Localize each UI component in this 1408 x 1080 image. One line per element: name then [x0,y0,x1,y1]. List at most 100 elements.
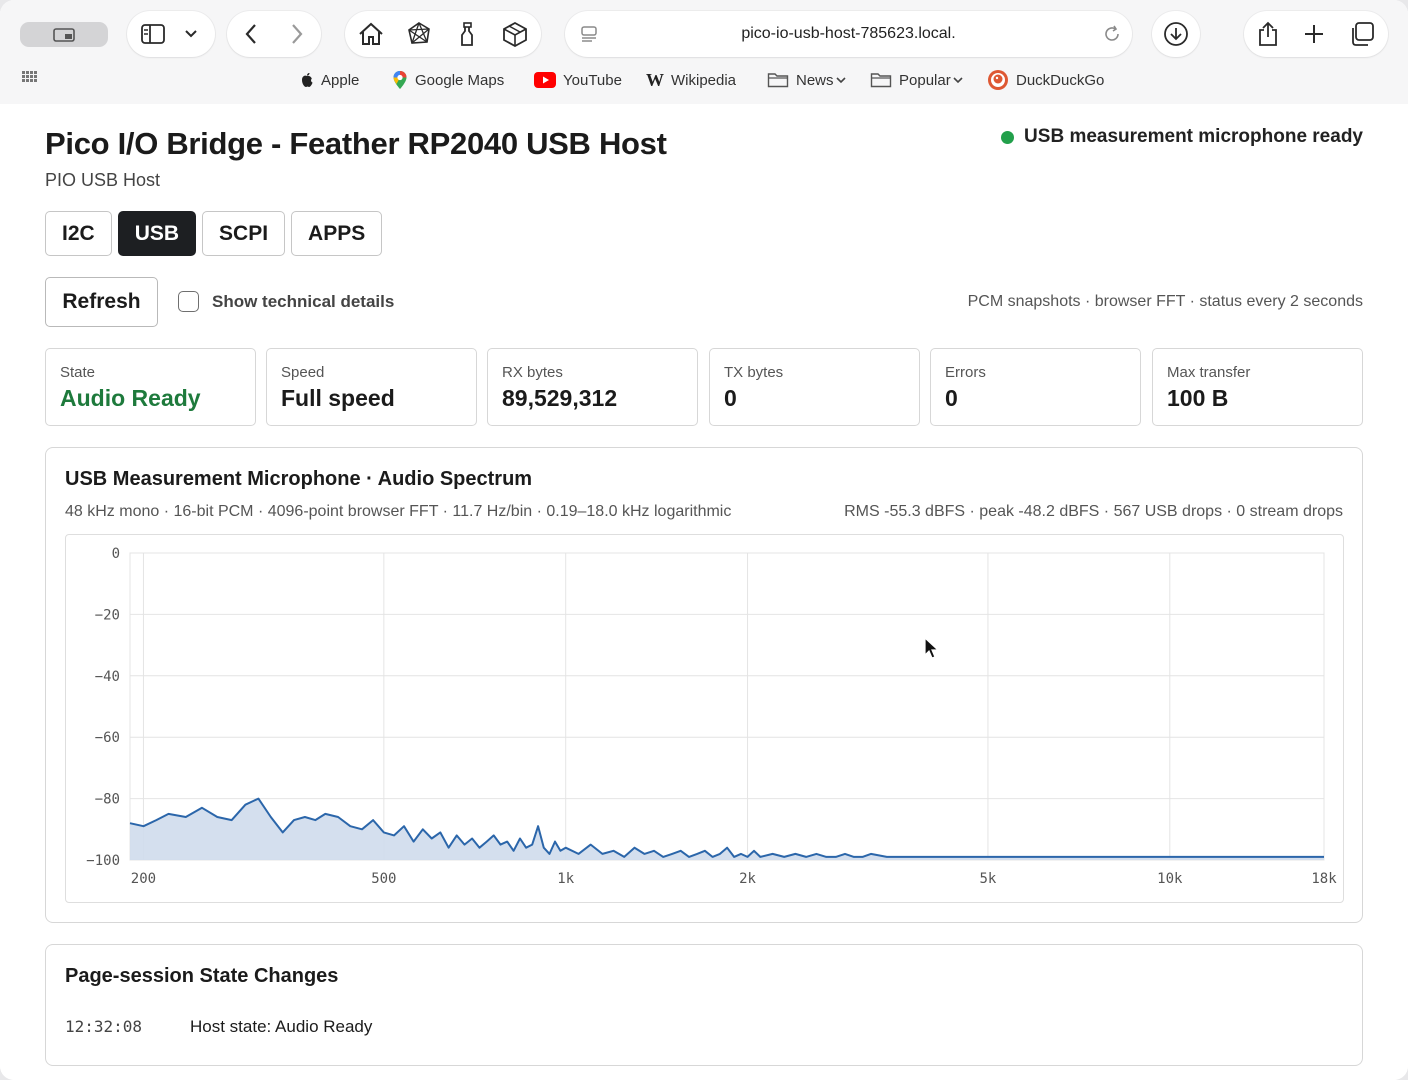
y-tick-label: −80 [95,792,120,808]
status-dot-icon [1001,130,1015,144]
duckduckgo-icon [987,69,1009,91]
status-text: USB measurement microphone ready [1024,126,1363,147]
stat-value: Audio Ready [60,385,201,411]
apple-icon [300,72,314,88]
stat-label: Max transfer [1167,364,1251,381]
chevron-left-icon [245,24,256,44]
chevron-down-icon [835,76,846,84]
stats-cards: State Audio Ready Speed Full speed RX by… [45,348,1363,426]
extension-network-button[interactable] [397,11,441,57]
stat-value: 100 B [1167,385,1229,411]
url-text[interactable]: pico-io-usb-host-785623.local. [741,25,956,42]
spectrum-title: USB Measurement Microphone · Audio Spect… [65,468,533,490]
forward-button[interactable] [275,11,319,57]
stat-card-max-transfer: Max transfer 100 B [1152,348,1363,426]
bookmark-folder-popular[interactable]: Popular [870,66,963,94]
stat-value: 0 [945,385,958,411]
share-icon [1259,21,1277,46]
technical-details-checkbox[interactable] [178,291,199,312]
extension-bottle-button[interactable] [445,11,489,57]
spectrum-panel: USB Measurement Microphone · Audio Spect… [45,447,1363,923]
tab-scpi[interactable]: SCPI [202,211,286,256]
download-icon [1164,22,1188,46]
history-controls [227,11,321,57]
y-tick-label: −100 [86,853,120,869]
home-button[interactable] [349,11,393,57]
page-subtitle: PIO USB Host [45,170,161,190]
network-icon [408,22,430,44]
sidebar-toggle-button[interactable] [131,11,175,57]
tab-i2c[interactable]: I2C [45,211,112,256]
page-menu-icon [581,26,597,42]
x-tick-label: 500 [371,871,396,887]
log-entry-message: Host state: Audio Ready [190,1017,373,1036]
plot-area-frame [129,552,1325,861]
home-icon [359,22,383,45]
stat-label: TX bytes [724,364,784,381]
y-tick-label: −40 [95,669,120,685]
tab-overview-button[interactable] [1340,11,1384,57]
plus-icon [1305,25,1323,43]
browser-toolbar: pico-io-usb-host-785623.local. [0,0,1408,104]
downloads-button[interactable] [1154,11,1198,57]
chevron-down-icon [185,30,197,38]
chevron-down-icon [953,76,963,84]
tab-usb[interactable]: USB [117,211,197,256]
window-switcher-button[interactable] [20,22,108,47]
stat-card-rx-bytes: RX bytes 89,529,312 [487,348,698,426]
stat-card-state: State Audio Ready [45,348,256,426]
bookmark-youtube[interactable]: YouTube [534,66,622,94]
window-actions [1244,11,1388,57]
back-button[interactable] [229,11,273,57]
map-pin-icon [392,70,408,90]
refresh-button[interactable]: Refresh [45,277,158,327]
extension-box-button[interactable] [493,11,537,57]
x-tick-label: 18k [1311,871,1337,887]
x-tick-label: 5k [980,871,997,887]
youtube-icon [534,72,556,88]
bookmark-folder-news[interactable]: News [767,66,846,94]
y-tick-label: −20 [95,607,120,623]
new-tab-button[interactable] [1292,11,1336,57]
chevron-right-icon [292,24,303,44]
state-changes-panel: Page-session State Changes 12:32:08 Host… [45,944,1363,1066]
spectrum-chart-svg: 0 −20 −40 −60 −80 −100 200 500 1k 2k 5k 10k 18k [86,546,1337,887]
cube-icon [503,21,527,47]
bookmark-duckduckgo[interactable]: DuckDuckGo [987,66,1104,94]
page-content: Pico I/O Bridge - Feather RP2040 USB Hos… [0,104,1408,1080]
folder-icon [767,72,789,88]
bookmark-apple[interactable]: Apple [300,66,359,94]
wikipedia-icon: W [646,69,664,90]
reload-button[interactable] [1090,11,1134,57]
page-menu-button[interactable] [567,11,611,57]
tab-apps[interactable]: APPS [291,211,383,256]
update-cadence-text: PCM snapshots · browser FFT · status eve… [967,293,1363,310]
x-tick-label: 200 [131,871,156,887]
bookmarks-bar: Apple Google Maps YouTube W Wikipedia Ne… [0,66,1408,94]
bookmark-google-maps[interactable]: Google Maps [392,66,504,94]
bookmark-wikipedia[interactable]: W Wikipedia [646,69,737,90]
reload-icon [1105,25,1119,41]
tabs-icon [1352,22,1374,46]
y-tick-label: −60 [95,730,120,746]
technical-details-label[interactable]: Show technical details [212,292,395,311]
stat-card-speed: Speed Full speed [266,348,477,426]
apps-grid-icon[interactable] [22,70,38,88]
stat-label: Speed [281,364,325,381]
stat-value: Full speed [281,385,395,411]
address-bar[interactable]: pico-io-usb-host-785623.local. [565,11,1132,57]
stat-label: State [60,364,96,381]
tab-groups-dropdown[interactable] [169,11,213,57]
y-tick-label: 0 [112,546,120,562]
sidebar-controls [127,11,215,57]
share-button[interactable] [1246,11,1290,57]
connection-status: USB measurement microphone ready [1001,126,1363,148]
stat-label: Errors [945,364,986,381]
spectrum-chart[interactable]: 0 −20 −40 −60 −80 −100 200 500 1k 2k 5k 10k 18k [65,534,1344,903]
x-tick-label: 10k [1157,871,1183,887]
spray-bottle-icon [461,22,473,46]
x-tick-label: 1k [557,871,574,887]
downloads-group [1152,11,1200,57]
sidebar-icon [141,24,165,44]
